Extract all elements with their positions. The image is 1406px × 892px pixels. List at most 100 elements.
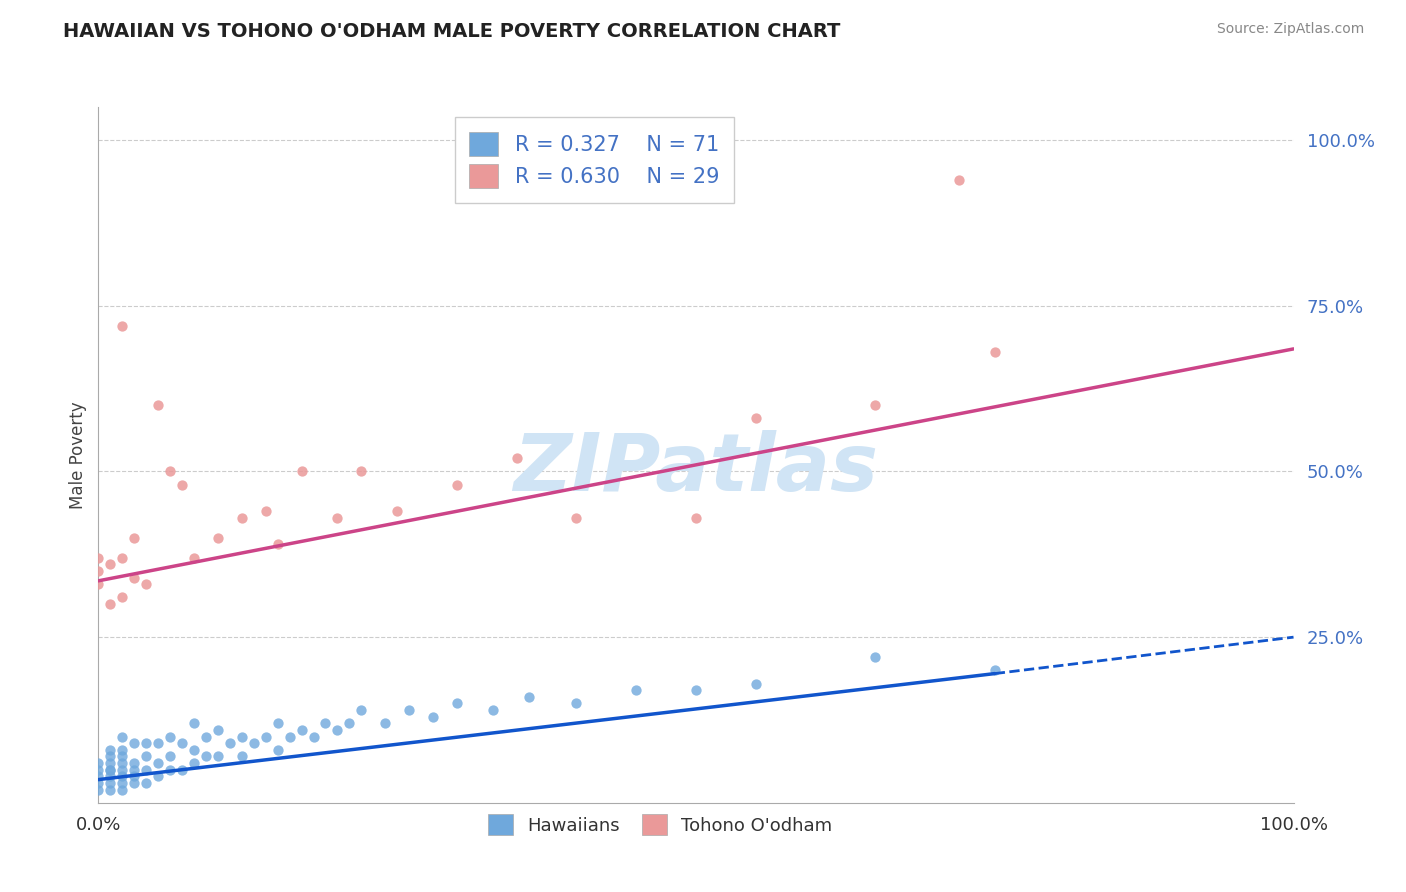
Point (984, 345, 1007, 359)
Point (111, 318, 134, 333)
Legend: Hawaiians, Tohono O'odham: Hawaiians, Tohono O'odham (481, 807, 839, 842)
Point (219, 736, 242, 750)
Point (302, 730, 325, 744)
Point (124, 531, 146, 545)
Y-axis label: Male Poverty: Male Poverty (69, 401, 87, 508)
Point (207, 749, 229, 764)
Point (98, 763, 122, 777)
Point (111, 749, 134, 764)
Point (98, 763, 122, 777)
Point (87, 564, 110, 578)
Point (148, 736, 170, 750)
Point (148, 398, 170, 412)
Point (111, 776, 134, 790)
Point (111, 730, 134, 744)
Point (135, 749, 157, 764)
Point (398, 703, 420, 717)
Point (231, 730, 253, 744)
Point (111, 743, 134, 757)
Point (685, 511, 707, 525)
Point (865, 398, 887, 412)
Point (148, 756, 170, 770)
Point (159, 465, 181, 479)
Point (267, 716, 290, 731)
Point (87, 782, 110, 797)
Point (159, 730, 181, 744)
Point (291, 465, 314, 479)
Point (87, 756, 110, 770)
Point (124, 756, 146, 770)
Point (326, 723, 349, 737)
Point (948, 173, 970, 187)
Point (98, 776, 122, 790)
Point (135, 776, 157, 790)
Point (124, 736, 146, 750)
Point (745, 411, 768, 425)
Point (98, 769, 122, 783)
Point (111, 763, 134, 777)
Point (159, 749, 181, 764)
Point (135, 736, 157, 750)
Point (207, 723, 229, 737)
Point (350, 465, 373, 479)
Point (98, 756, 122, 770)
Point (87, 577, 110, 591)
Point (124, 776, 146, 790)
Point (87, 763, 110, 777)
Point (87, 776, 110, 790)
Point (183, 756, 205, 770)
Point (207, 531, 229, 545)
Point (111, 756, 134, 770)
Point (172, 763, 194, 777)
Point (124, 763, 146, 777)
Point (98, 782, 122, 797)
Point (135, 763, 157, 777)
Point (422, 709, 444, 723)
Point (565, 511, 588, 525)
Point (159, 763, 181, 777)
Point (446, 477, 468, 491)
Point (517, 690, 540, 704)
Point (291, 723, 314, 737)
Point (183, 550, 205, 565)
Point (254, 730, 277, 744)
Point (374, 716, 396, 731)
Point (183, 743, 205, 757)
Point (87, 550, 110, 565)
Point (111, 591, 134, 605)
Point (267, 537, 290, 551)
Point (172, 736, 194, 750)
Text: HAWAIIAN VS TOHONO O'ODHAM MALE POVERTY CORRELATION CHART: HAWAIIAN VS TOHONO O'ODHAM MALE POVERTY … (63, 22, 841, 41)
Point (984, 663, 1007, 677)
Point (278, 730, 301, 744)
Point (626, 683, 648, 698)
Point (98, 597, 122, 611)
Point (124, 769, 146, 783)
Point (98, 749, 122, 764)
Point (87, 769, 110, 783)
Point (339, 716, 361, 731)
Point (385, 504, 409, 518)
Point (326, 511, 349, 525)
Text: ZIPatlas: ZIPatlas (513, 430, 879, 508)
Point (98, 743, 122, 757)
Point (254, 504, 277, 518)
Point (267, 743, 290, 757)
Point (565, 697, 588, 711)
Point (243, 736, 266, 750)
Point (195, 730, 218, 744)
Point (111, 550, 134, 565)
Point (183, 716, 205, 731)
Point (172, 477, 194, 491)
Point (350, 703, 373, 717)
Point (135, 577, 157, 591)
Point (745, 676, 768, 690)
Point (124, 570, 146, 584)
Point (506, 451, 529, 466)
Point (148, 769, 170, 783)
Point (111, 769, 134, 783)
Point (315, 716, 337, 731)
Text: Source: ZipAtlas.com: Source: ZipAtlas.com (1216, 22, 1364, 37)
Point (111, 782, 134, 797)
Point (446, 697, 468, 711)
